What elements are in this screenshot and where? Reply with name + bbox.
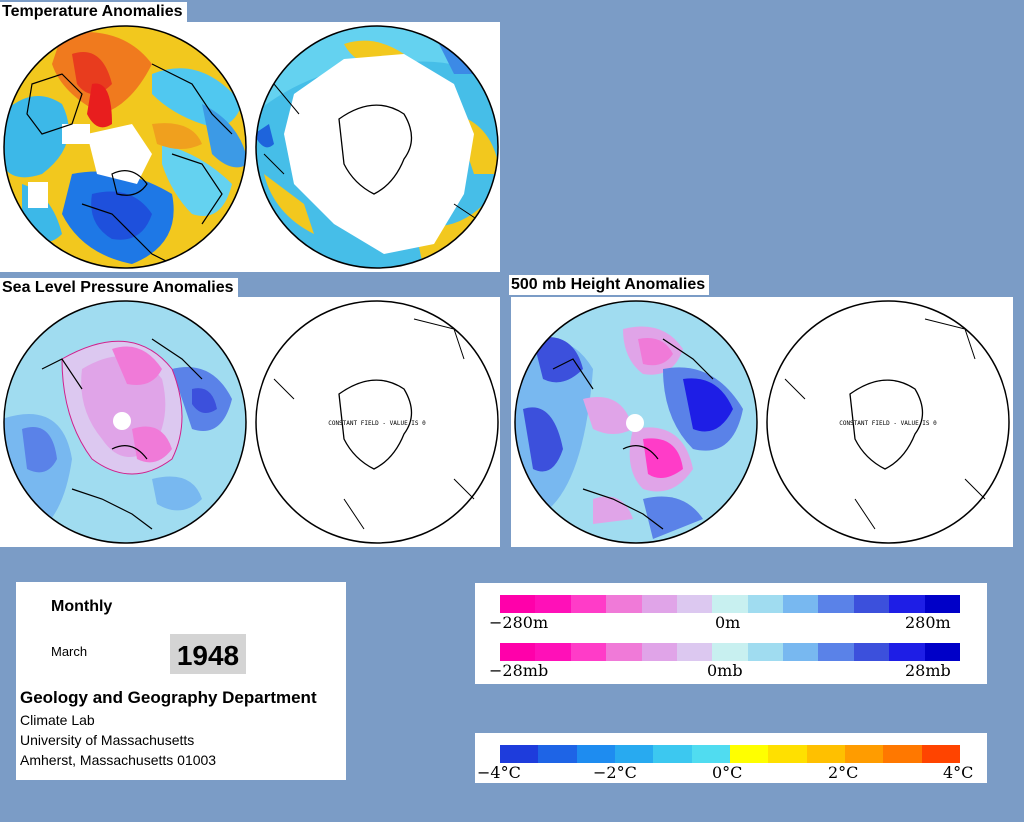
pressure-legend-swatch xyxy=(712,643,748,661)
height-legend-min: −280m xyxy=(489,613,549,632)
pressure-legend-swatch xyxy=(924,643,960,661)
temperature-title: Temperature Anomalies xyxy=(0,2,187,22)
height500-nh-globe[interactable] xyxy=(513,299,759,545)
pressure-legend-swatch xyxy=(853,643,890,661)
height-legend-swatch xyxy=(500,595,536,613)
height-legend-swatch xyxy=(535,595,571,613)
height500-constant-field-label: CONSTANT FIELD - VALUE IS 0 xyxy=(839,420,937,427)
height-legend-swatch xyxy=(853,595,890,613)
height-legend-swatch xyxy=(712,595,748,613)
month-label: March xyxy=(51,644,88,659)
temperature-legend-swatch xyxy=(883,745,922,763)
slp-nh-globe[interactable] xyxy=(2,299,248,545)
pressure-legend-swatch xyxy=(889,643,925,661)
height500-title: 500 mb Height Anomalies xyxy=(509,275,710,295)
pressure-legend-max: 28mb xyxy=(905,661,951,680)
pressure-legend-swatch xyxy=(747,643,783,661)
temperature-legend-swatch xyxy=(576,745,615,763)
height-legend-mid: 0m xyxy=(715,613,741,632)
year-label: 1948 xyxy=(170,634,246,674)
pressure-legend-swatch xyxy=(606,643,642,661)
department-label: Geology and Geography Department xyxy=(20,688,317,707)
temperature-legend-swatch xyxy=(806,745,845,763)
temperature-legend-p4: 4°C xyxy=(943,763,974,782)
pressure-legend-swatch xyxy=(570,643,607,661)
height-legend-swatch xyxy=(747,595,783,613)
height-legend-swatch xyxy=(924,595,960,613)
slp-constant-field-label: CONSTANT FIELD - VALUE IS 0 xyxy=(328,420,426,427)
address-label: Amherst, Massachusetts 01003 xyxy=(20,752,217,768)
temperature-legend-swatch xyxy=(768,745,807,763)
temperature-legend-swatch xyxy=(653,745,692,763)
pressure-legend-swatch xyxy=(676,643,713,661)
temperature-sh-globe[interactable] xyxy=(254,24,500,270)
height-legend-max: 280m xyxy=(905,613,951,632)
temperature-legend-swatch xyxy=(844,745,884,763)
pressure-legend-colorbar xyxy=(500,643,960,661)
temperature-nh-globe[interactable] xyxy=(2,24,248,270)
height-legend-colorbar xyxy=(500,595,960,613)
height500-sh-globe[interactable]: CONSTANT FIELD - VALUE IS 0 xyxy=(765,299,1011,545)
height-legend-swatch xyxy=(676,595,713,613)
lab-label: Climate Lab xyxy=(20,712,95,728)
slp-sh-globe[interactable]: CONSTANT FIELD - VALUE IS 0 xyxy=(254,299,500,545)
pressure-legend-swatch xyxy=(783,643,819,661)
temperature-legend-colorbar xyxy=(500,745,960,763)
anomaly-legend-panel: −280m 0m 280m −28mb 0mb 28mb xyxy=(475,583,987,684)
pressure-legend-swatch xyxy=(500,643,536,661)
temperature-legend-0: 0°C xyxy=(712,763,743,782)
temperature-legend-swatch xyxy=(614,745,654,763)
pressure-legend-swatch xyxy=(641,643,677,661)
temperature-legend-swatch xyxy=(691,745,730,763)
frequency-label: Monthly xyxy=(51,598,113,615)
pressure-legend-min: −28mb xyxy=(489,661,549,680)
temperature-legend-swatch xyxy=(500,745,539,763)
temperature-legend-m2: −2°C xyxy=(593,763,637,782)
pressure-legend-mid: 0mb xyxy=(707,661,743,680)
slp-title: Sea Level Pressure Anomalies xyxy=(0,278,238,298)
temperature-legend-swatch xyxy=(538,745,577,763)
height-legend-swatch xyxy=(818,595,854,613)
university-label: University of Massachusetts xyxy=(20,732,195,748)
temperature-legend-panel: −4°C −2°C 0°C 2°C 4°C xyxy=(475,733,987,783)
height-legend-swatch xyxy=(606,595,642,613)
pressure-legend-swatch xyxy=(818,643,854,661)
info-panel: Monthly March 1948 Geology and Geography… xyxy=(16,582,346,780)
height-legend-swatch xyxy=(889,595,925,613)
height-legend-swatch xyxy=(783,595,819,613)
height-legend-swatch xyxy=(570,595,607,613)
temperature-legend-swatch xyxy=(729,745,769,763)
height-legend-swatch xyxy=(641,595,677,613)
pressure-legend-swatch xyxy=(535,643,571,661)
temperature-legend-swatch xyxy=(921,745,960,763)
temperature-legend-m4: −4°C xyxy=(477,763,521,782)
temperature-legend-p2: 2°C xyxy=(828,763,859,782)
